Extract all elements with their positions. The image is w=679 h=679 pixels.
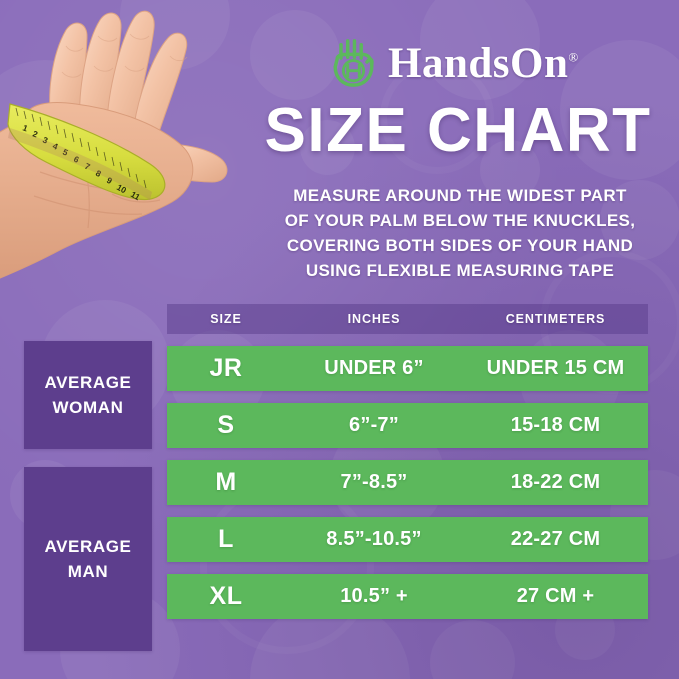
group-woman-line-1: AVERAGE xyxy=(44,373,132,392)
instruction-line-3: COVERING BOTH SIDES OF YOUR HAND xyxy=(286,236,634,255)
size-table: SIZE INCHES CENTIMETERS JR UNDER 6” UNDE… xyxy=(167,304,648,619)
brand-name-text: HandsOn xyxy=(388,39,569,87)
cell-inches: 6”-7” xyxy=(349,414,399,436)
cell-size: JR xyxy=(209,354,243,382)
cell-centimeters: 27 CM + xyxy=(516,585,595,607)
instruction-line-2: OF YOUR PALM BELOW THE KNUCKLES, xyxy=(284,211,636,230)
cell-inches: UNDER 6” xyxy=(324,357,424,379)
column-header-centimeters: CENTIMETERS xyxy=(505,312,606,326)
open-palm-with-measuring-tape-photo: 1 2 3 4 5 6 7 8 9 10 11 xyxy=(0,10,228,279)
instruction-line-4: USING FLEXIBLE MEASURING TAPE xyxy=(305,261,615,280)
table-header-row: SIZE INCHES CENTIMETERS xyxy=(167,304,648,334)
instructions-text: MEASURE AROUND THE WIDEST PART OF YOUR P… xyxy=(248,183,672,283)
group-label-average-woman: AVERAGE WOMAN xyxy=(24,341,152,449)
svg-text:5: 5 xyxy=(61,147,70,158)
cell-centimeters: UNDER 15 CM xyxy=(486,357,625,379)
registered-trademark-symbol: ® xyxy=(568,49,579,65)
cell-inches: 10.5” + xyxy=(340,585,408,607)
cell-centimeters: 22-27 CM xyxy=(510,528,601,550)
cell-size: M xyxy=(215,468,237,496)
svg-text:3: 3 xyxy=(41,135,49,146)
brand-name: HandsOn® xyxy=(388,42,579,85)
table-row: XL 10.5” + 27 CM + xyxy=(167,574,648,619)
svg-text:7: 7 xyxy=(83,161,92,172)
brand-logo: HandsOn® xyxy=(330,34,579,92)
cell-inches: 7”-8.5” xyxy=(340,471,408,493)
cell-centimeters: 18-22 CM xyxy=(510,471,601,493)
page-title: SIZE CHART xyxy=(264,96,652,165)
instruction-line-1: MEASURE AROUND THE WIDEST PART xyxy=(293,186,627,205)
table-row: M 7”-8.5” 18-22 CM xyxy=(167,460,648,505)
cell-inches: 8.5”-10.5” xyxy=(326,528,422,550)
cell-size: XL xyxy=(209,582,243,610)
group-label-average-man: AVERAGE MAN xyxy=(24,467,152,651)
group-woman-line-2: WOMAN xyxy=(52,398,124,417)
table-row: S 6”-7” 15-18 CM xyxy=(167,403,648,448)
cell-centimeters: 15-18 CM xyxy=(510,414,601,436)
hand-logo-icon xyxy=(333,39,374,87)
table-row: JR UNDER 6” UNDER 15 CM xyxy=(167,346,648,391)
column-header-inches: INCHES xyxy=(347,312,401,326)
group-man-line-1: AVERAGE xyxy=(44,537,132,556)
svg-text:6: 6 xyxy=(72,154,81,165)
cell-size: S xyxy=(217,411,235,439)
column-header-size: SIZE xyxy=(210,312,242,326)
table-row: L 8.5”-10.5” 22-27 CM xyxy=(167,517,648,562)
svg-text:8: 8 xyxy=(94,168,103,179)
svg-text:10: 10 xyxy=(115,182,128,195)
svg-text:1: 1 xyxy=(21,122,29,133)
svg-text:9: 9 xyxy=(105,175,114,186)
group-man-line-2: MAN xyxy=(67,562,109,581)
cell-size: L xyxy=(218,525,234,553)
svg-text:4: 4 xyxy=(51,141,60,152)
svg-text:2: 2 xyxy=(31,128,39,139)
